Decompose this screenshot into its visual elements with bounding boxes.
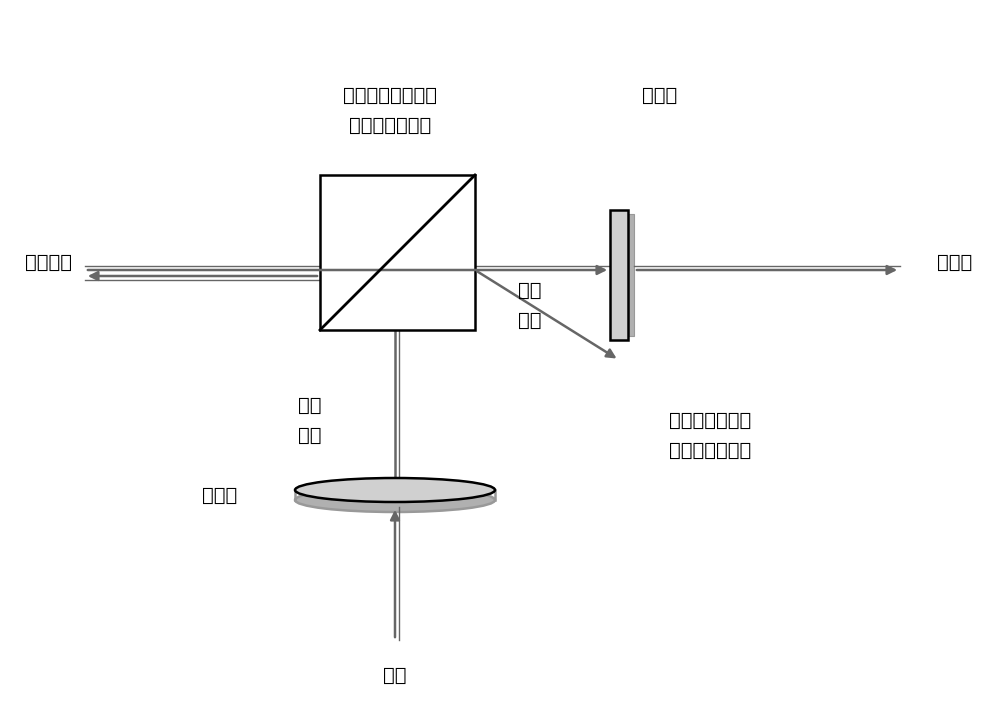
- Text: 分光: 分光: [518, 281, 542, 300]
- Text: 被测组织: 被测组织: [24, 253, 72, 272]
- Text: 振光: 振光: [298, 425, 322, 444]
- Text: 检偏器: 检偏器: [642, 86, 678, 105]
- Ellipse shape: [295, 488, 495, 512]
- Text: 摄像机: 摄像机: [937, 253, 973, 272]
- Ellipse shape: [295, 478, 495, 502]
- Text: 从被测组织内部反: 从被测组织内部反: [343, 86, 437, 105]
- Text: 线偏: 线偏: [298, 395, 322, 414]
- Text: 反射的线偏振光: 反射的线偏振光: [669, 440, 751, 460]
- Bar: [628, 214, 634, 336]
- Text: 起偏器: 起偏器: [202, 486, 238, 505]
- Bar: [320, 175, 475, 330]
- Bar: [610, 210, 628, 340]
- Text: 从被测组织表面: 从被测组织表面: [669, 411, 751, 430]
- Text: 棱镜: 棱镜: [518, 310, 542, 329]
- Text: 光源: 光源: [383, 665, 407, 684]
- Text: 射的退偏后的光: 射的退偏后的光: [349, 116, 431, 135]
